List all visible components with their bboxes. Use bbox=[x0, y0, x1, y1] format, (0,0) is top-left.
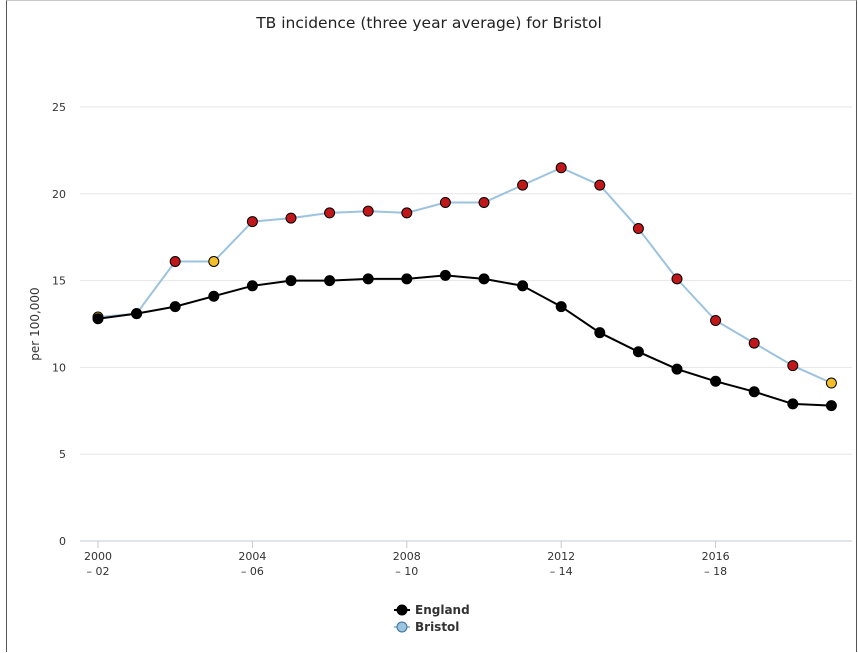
x-axis: 2000 – 02 2004 – 06 2008 – 10 2012 – 14 2016 – 18 bbox=[80, 540, 852, 578]
x-tick-label: 2008 bbox=[393, 550, 421, 563]
chart-title: TB incidence (three year average) for Br… bbox=[256, 14, 602, 32]
england-point[interactable] bbox=[131, 308, 143, 320]
bristol-point[interactable] bbox=[825, 377, 837, 389]
bristol-point[interactable] bbox=[594, 179, 606, 191]
england-point[interactable] bbox=[594, 327, 606, 339]
bristol-point[interactable] bbox=[787, 360, 799, 372]
england-point[interactable] bbox=[478, 273, 490, 285]
bristol-point[interactable] bbox=[517, 179, 529, 191]
bristol-point[interactable] bbox=[362, 205, 374, 217]
y-tick-label: 5 bbox=[59, 448, 66, 461]
legend-item-england[interactable]: England bbox=[394, 603, 470, 617]
bristol-point[interactable] bbox=[439, 196, 451, 208]
england-point[interactable] bbox=[324, 275, 336, 287]
england-line bbox=[97, 274, 832, 407]
bristol-point[interactable] bbox=[285, 212, 297, 224]
bristol-point[interactable] bbox=[208, 256, 220, 268]
x-tick-label-sub: – 02 bbox=[87, 565, 110, 578]
bristol-line bbox=[97, 166, 832, 384]
england-point[interactable] bbox=[439, 269, 451, 281]
legend[interactable]: England Bristol bbox=[394, 603, 470, 634]
england-point[interactable] bbox=[246, 280, 258, 292]
bristol-point[interactable] bbox=[671, 273, 683, 285]
y-tick-label: 10 bbox=[52, 361, 66, 374]
england-point[interactable] bbox=[710, 375, 722, 387]
england-point[interactable] bbox=[517, 280, 529, 292]
bristol-point[interactable] bbox=[632, 223, 644, 235]
x-tick-label: 2004 bbox=[238, 550, 266, 563]
y-axis-label: per 100,000 bbox=[28, 287, 42, 360]
x-tick-label-sub: – 06 bbox=[241, 565, 264, 578]
x-tick-label: 2000 bbox=[84, 550, 112, 563]
england-point[interactable] bbox=[208, 290, 220, 302]
bristol-point[interactable] bbox=[324, 207, 336, 219]
bristol-point[interactable] bbox=[555, 162, 567, 174]
y-tick-label: 25 bbox=[52, 101, 66, 114]
y-axis-ticks: 0 5 10 15 20 25 bbox=[52, 101, 66, 548]
series-lines bbox=[97, 166, 832, 407]
x-tick-label-sub: – 14 bbox=[550, 565, 573, 578]
england-point[interactable] bbox=[92, 313, 104, 325]
england-point[interactable] bbox=[787, 398, 799, 410]
bristol-point[interactable] bbox=[478, 196, 490, 208]
series-points bbox=[92, 162, 837, 412]
bristol-point[interactable] bbox=[748, 337, 760, 349]
legend-label-england: England bbox=[415, 603, 470, 617]
y-tick-label: 20 bbox=[52, 188, 66, 201]
england-point[interactable] bbox=[285, 275, 297, 287]
legend-item-bristol[interactable]: Bristol bbox=[394, 620, 459, 634]
x-tick-label-sub: – 18 bbox=[704, 565, 727, 578]
bristol-point[interactable] bbox=[710, 315, 722, 327]
england-point[interactable] bbox=[169, 301, 181, 313]
legend-label-bristol: Bristol bbox=[415, 620, 459, 634]
y-tick-label: 15 bbox=[52, 275, 66, 288]
x-tick-label: 2012 bbox=[547, 550, 575, 563]
england-point[interactable] bbox=[401, 273, 413, 285]
england-point[interactable] bbox=[671, 363, 683, 375]
england-point[interactable] bbox=[555, 301, 567, 313]
gridlines bbox=[80, 106, 852, 455]
england-point[interactable] bbox=[825, 400, 837, 412]
y-tick-label: 0 bbox=[59, 535, 66, 548]
bristol-point[interactable] bbox=[169, 256, 181, 268]
x-tick-label: 2016 bbox=[702, 550, 730, 563]
england-point[interactable] bbox=[362, 273, 374, 285]
bristol-point[interactable] bbox=[246, 216, 258, 228]
legend-marker-bristol bbox=[396, 621, 408, 633]
england-point[interactable] bbox=[748, 386, 760, 398]
legend-marker-england bbox=[396, 604, 408, 616]
bristol-point[interactable] bbox=[401, 207, 413, 219]
x-tick-label-sub: – 10 bbox=[395, 565, 418, 578]
england-point[interactable] bbox=[632, 346, 644, 358]
